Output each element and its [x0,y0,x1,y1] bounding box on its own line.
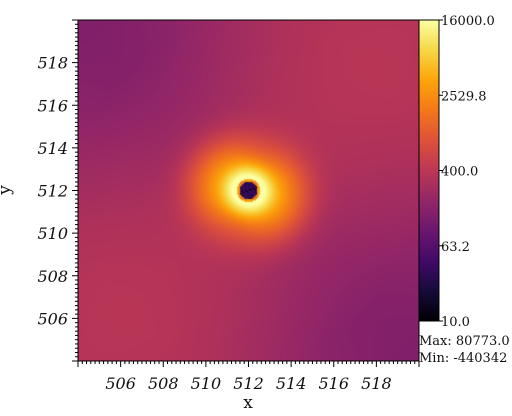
colorbar-tick-label: 63.2 [441,240,470,255]
y-axis-label: y [0,185,15,196]
x-tick-label: 514 [276,374,307,393]
colorbar-ticks: 16000.0 2529.8 400.0 63.2 10.0 [439,14,495,330]
y-tick-label: 514 [37,139,68,158]
y-tick-label: 518 [37,54,68,73]
y-tick-label: 506 [37,309,68,328]
x-axis-label: x [243,393,253,412]
min-value-label: Min: -440342 [419,351,507,366]
x-tick-label: 512 [233,374,264,393]
colorbar-tick-label: 2529.8 [441,89,487,104]
heatmap-image [78,20,419,361]
y-tick-label: 510 [37,224,68,243]
x-tick-label: 508 [148,374,179,393]
x-axis: 506 508 510 512 514 516 518 [77,361,420,393]
colorbar-tick-label: 400.0 [441,165,478,180]
colorbar-tick-label: 10.0 [441,315,470,330]
colorbar [418,19,440,322]
y-axis: 506 508 510 512 514 516 518 [37,19,78,362]
max-value-label: Max: 80773.0 [419,334,510,349]
y-tick-label: 508 [37,267,68,286]
y-tick-label: 516 [37,96,68,115]
x-tick-label: 506 [105,374,136,393]
y-tick-label: 512 [37,182,68,201]
colorbar-tick-label: 16000.0 [441,14,495,29]
x-tick-label: 516 [318,374,349,393]
x-tick-label: 518 [361,374,392,393]
x-tick-label: 510 [191,374,222,393]
